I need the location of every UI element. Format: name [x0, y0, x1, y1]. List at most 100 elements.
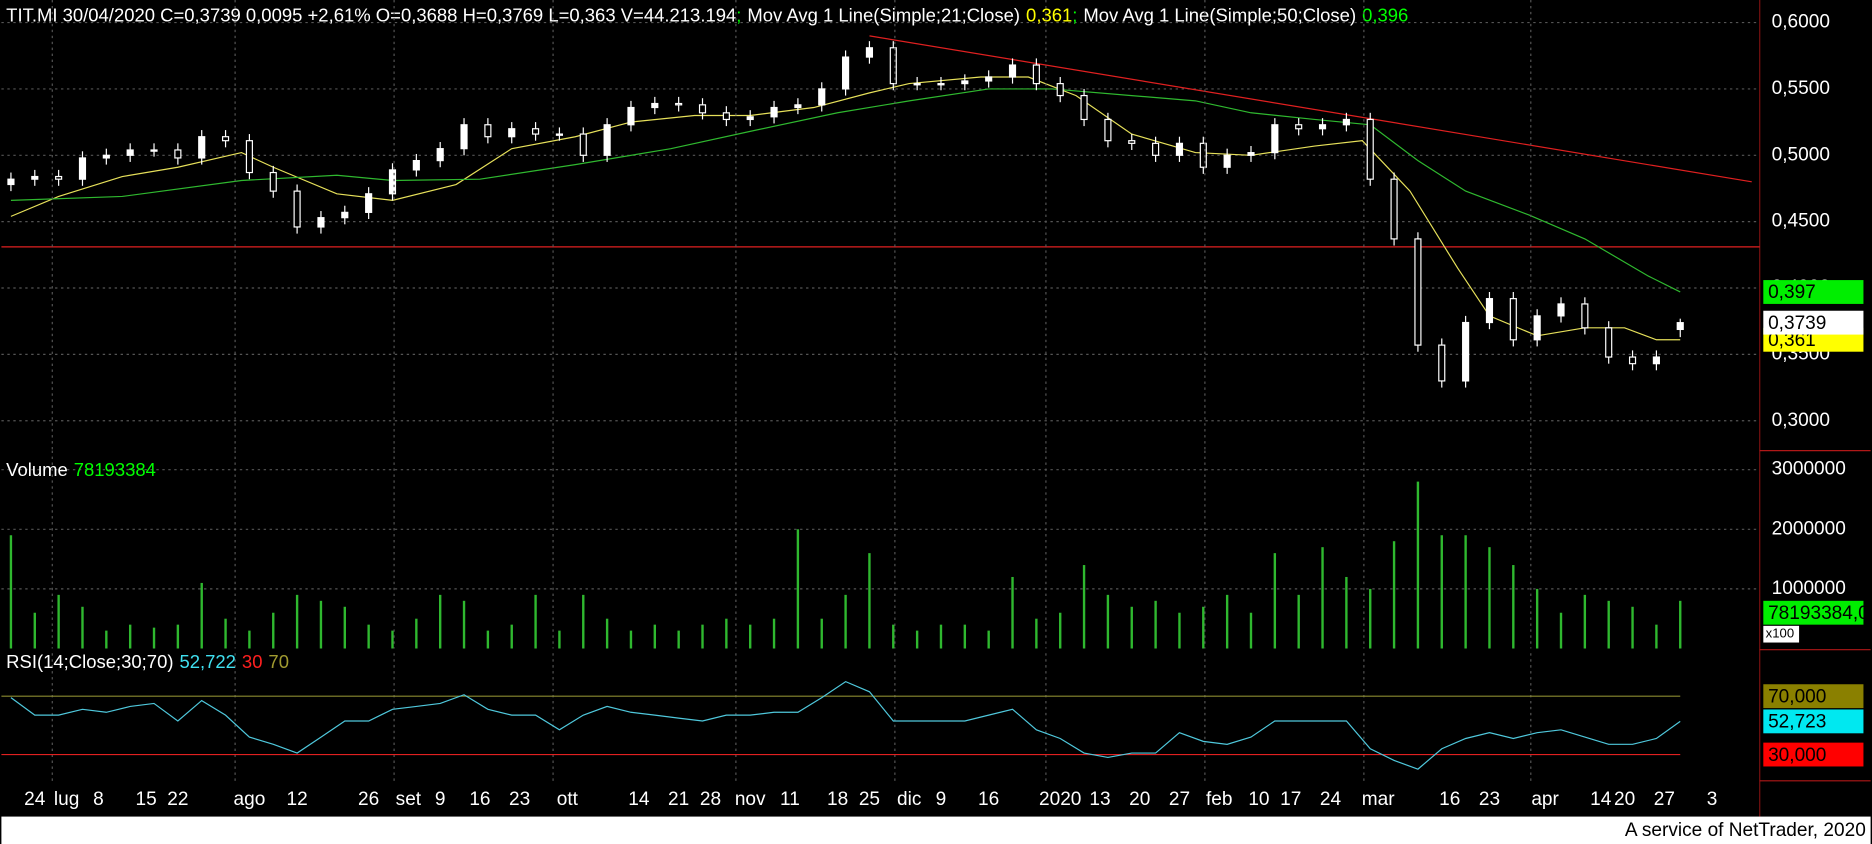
candle-body: [1438, 344, 1446, 382]
candle-body: [532, 128, 540, 135]
volume-bar: [128, 624, 132, 649]
y-tick-label: 0,6000: [1772, 12, 1830, 33]
x-tick-label: 13: [1089, 789, 1110, 810]
volume-bar: [653, 624, 657, 649]
volume-bar: [820, 618, 823, 649]
candle-body: [1032, 64, 1040, 85]
value-tag-label: 0,361: [1768, 330, 1816, 351]
volume-bar: [725, 618, 728, 649]
title-part: 52,722: [179, 651, 236, 672]
volume-bar: [1583, 594, 1587, 649]
candle-body: [1128, 140, 1136, 144]
x-tick-label: 14: [628, 789, 650, 810]
candle-body: [889, 47, 897, 85]
x-tick-label: 24: [24, 789, 46, 810]
volume-bar: [1178, 612, 1181, 649]
candle-body: [1462, 321, 1470, 382]
volume-bar: [892, 624, 895, 649]
candle-body: [436, 148, 444, 162]
x-tick-label: mar: [1362, 789, 1395, 810]
volume-bar: [963, 624, 967, 649]
x-tick-label: 12: [286, 789, 307, 810]
volume-bar: [438, 594, 442, 649]
candle-body: [1152, 142, 1160, 156]
panel-title: TIT.MI 30/04/2020 C=0,3739 0,0095 +2,61%…: [6, 5, 1408, 26]
title-part: ;: [1072, 5, 1077, 26]
volume-bar: [1416, 481, 1420, 649]
volume-bar: [701, 624, 704, 649]
x-tick-label: 23: [1479, 789, 1500, 810]
volume-bar: [1106, 594, 1110, 649]
y-tick-label: 3000000: [1772, 459, 1846, 480]
candle-body: [770, 106, 778, 118]
candle-body: [1390, 178, 1398, 240]
volume-bar: [33, 612, 36, 649]
volume-bar: [272, 612, 275, 649]
x-tick-label: nov: [735, 789, 766, 810]
x-tick-label: 20: [1614, 789, 1635, 810]
value-tag-label: 0,3739: [1768, 313, 1826, 334]
candle-body: [603, 124, 611, 156]
volume-bar: [677, 630, 680, 649]
x-tick-label: apr: [1531, 789, 1559, 810]
candle-body: [794, 104, 802, 109]
volume-bar: [486, 630, 490, 649]
volume-bar: [915, 630, 919, 649]
x-tick-label: 16: [469, 789, 490, 810]
volume-bar: [1392, 541, 1396, 649]
candle-body: [1605, 327, 1613, 358]
candle-body: [412, 160, 420, 171]
candle-body: [1056, 83, 1064, 97]
value-tag-label: 78193384,0: [1768, 603, 1869, 624]
volume-bar: [1488, 547, 1491, 649]
volume-bar: [224, 618, 227, 649]
volume-bar: [582, 594, 585, 649]
candle-body: [269, 171, 277, 192]
volume-bar: [152, 627, 156, 649]
candle-body: [1295, 124, 1303, 130]
title-part: 0,396: [1362, 5, 1408, 26]
x-tick-label: 22: [167, 789, 188, 810]
volume-bar: [1440, 535, 1443, 649]
candle-body: [1223, 154, 1231, 168]
value-tag: [1763, 742, 1864, 767]
x-tick-label: 20: [1129, 789, 1150, 810]
x-tick-label: 21: [668, 789, 689, 810]
x-tick-label: 2020: [1039, 789, 1081, 810]
x-tick-label: 25: [859, 789, 880, 810]
volume-bar: [772, 618, 776, 649]
title-part: Volume: [6, 459, 68, 480]
volume-bar: [1512, 565, 1515, 649]
candle-body: [1080, 94, 1088, 121]
title-part: 0,361: [1026, 5, 1072, 26]
candle-body: [818, 88, 826, 106]
candle-body: [651, 102, 659, 109]
x-tick-label: dic: [897, 789, 922, 810]
candle-body: [842, 56, 850, 90]
x-tick-label: lug: [54, 789, 79, 810]
volume-bar: [1082, 565, 1086, 649]
x-tick-label: set: [396, 789, 422, 810]
volume-bar: [987, 630, 990, 649]
title-part: RSI(14;Close;30;70): [6, 651, 173, 672]
x-tick-label: 9: [936, 789, 947, 810]
y-tick-label: 0,5500: [1772, 78, 1830, 99]
candle-body: [1342, 118, 1350, 126]
x-tick-label: 18: [827, 789, 848, 810]
volume-bar: [1655, 624, 1658, 649]
candle-body: [675, 102, 683, 106]
x-tick-label: ott: [557, 789, 579, 810]
candle-body: [1318, 124, 1327, 130]
title-part: Mov Avg 1 Line(Simple;21;Close): [747, 5, 1020, 26]
x-tick-label: 28: [700, 789, 721, 810]
candle-body: [31, 175, 39, 180]
candle-body: [508, 128, 516, 138]
y-tick-label: 2000000: [1772, 518, 1846, 539]
volume-bar: [462, 600, 466, 649]
volume-bar: [1273, 553, 1277, 649]
value-tag: [1763, 310, 1864, 335]
candle-body: [698, 104, 707, 114]
